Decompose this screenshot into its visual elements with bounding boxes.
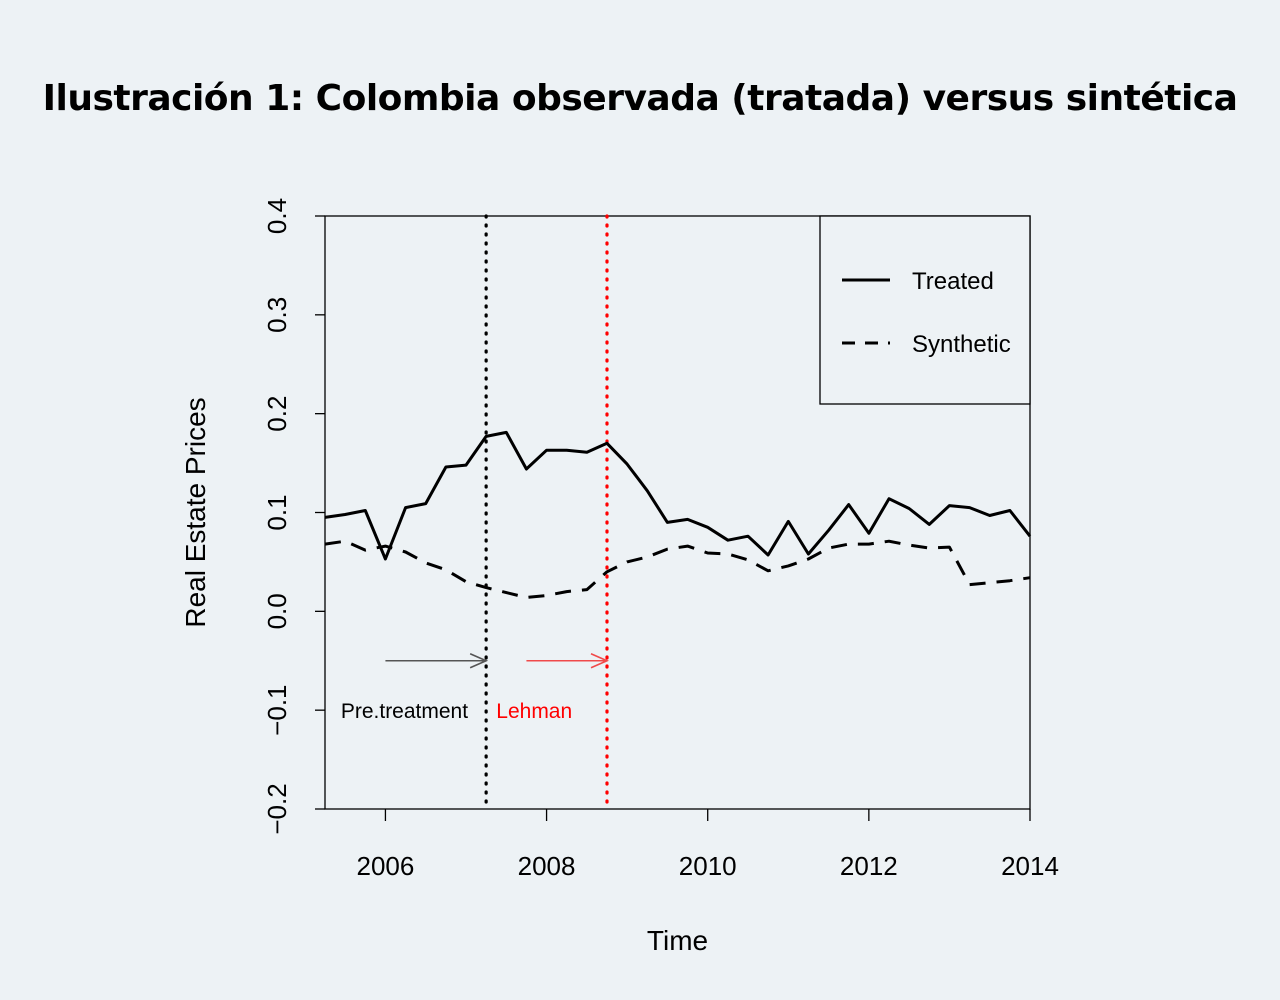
y-tick-label: 0.3 xyxy=(262,297,292,333)
annotation-label: Pre.treatment xyxy=(341,700,468,723)
legend-label-treated: Treated xyxy=(912,268,994,295)
y-tick-label: 0.1 xyxy=(262,494,292,530)
x-tick-label: 2014 xyxy=(1001,851,1059,881)
y-tick-label: −0.1 xyxy=(262,685,292,736)
legend-box xyxy=(819,215,1031,405)
y-tick-label: −0.2 xyxy=(262,783,292,834)
annotation-arrowhead xyxy=(590,653,609,669)
series-line-synthetic xyxy=(324,539,1031,599)
series-line-treated xyxy=(324,430,1032,561)
y-tick-label: 0.2 xyxy=(262,396,292,432)
annotation-arrowhead xyxy=(469,653,489,669)
y-tick-label: 0.4 xyxy=(262,198,292,234)
x-tick-label: 2010 xyxy=(679,851,737,881)
x-axis-title: Time xyxy=(647,925,708,956)
x-tick-label: 2006 xyxy=(357,851,415,881)
y-axis-title: Real Estate Prices xyxy=(180,397,211,627)
annotation-label: Lehman xyxy=(496,700,572,723)
y-tick-label: 0.0 xyxy=(262,593,292,629)
x-tick-label: 2012 xyxy=(840,851,898,881)
x-tick-label: 2008 xyxy=(518,851,576,881)
legend-label-synthetic: Synthetic xyxy=(912,331,1011,358)
figure-title: Ilustración 1: Colombia observada (trata… xyxy=(42,78,1238,119)
